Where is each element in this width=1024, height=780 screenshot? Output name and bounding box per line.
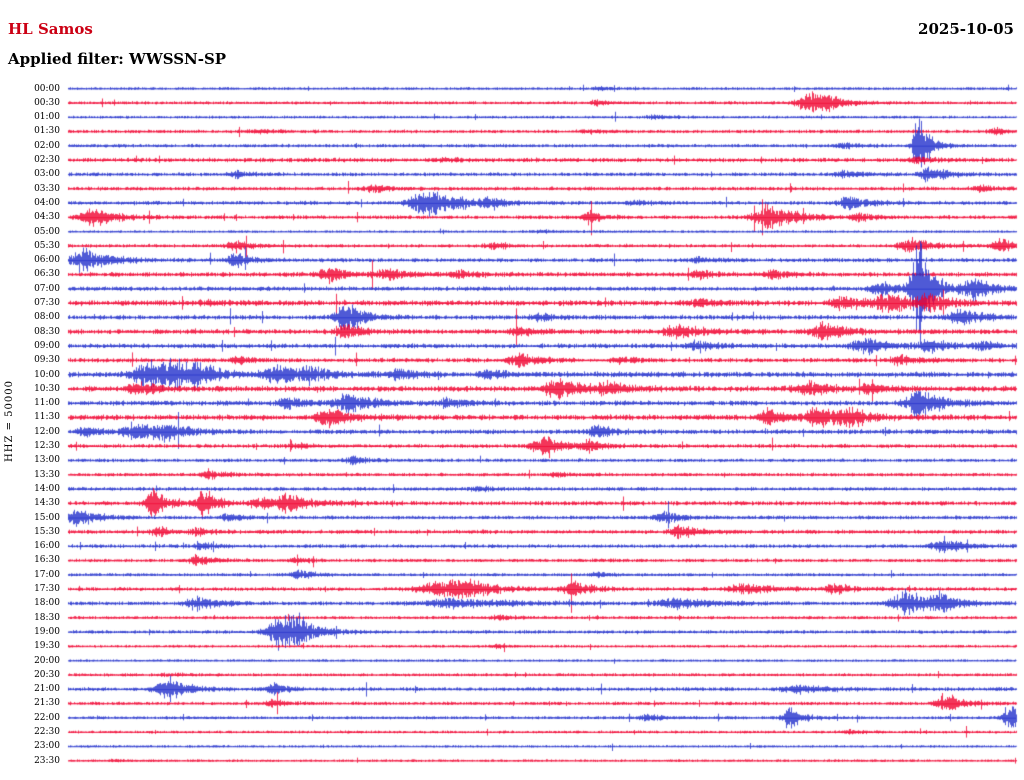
seismogram-trace-canvas	[0, 0, 1024, 780]
